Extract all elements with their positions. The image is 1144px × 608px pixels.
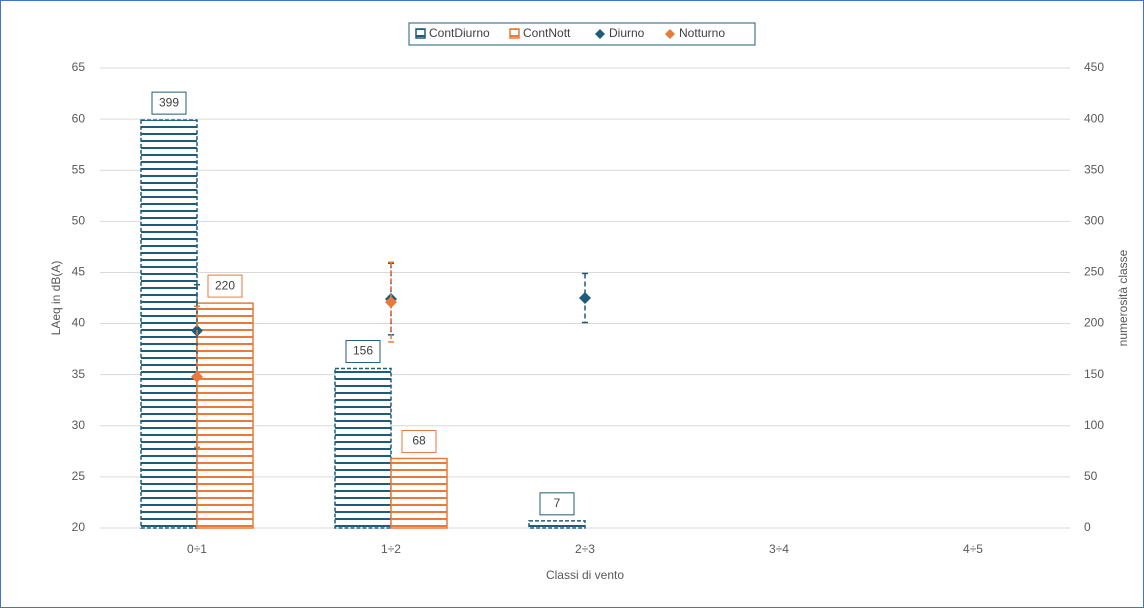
y-tick-label: 65	[72, 60, 86, 74]
x-tick-label: 1÷2	[381, 542, 401, 556]
data-label-box	[151, 91, 187, 115]
y-tick-label: 30	[72, 418, 86, 432]
bar	[390, 457, 448, 529]
y2-tick-label: 0	[1084, 520, 1091, 534]
legend-marker	[595, 29, 605, 39]
y-tick-label: 60	[72, 111, 86, 125]
data-label-box	[207, 274, 243, 298]
x-tick-label: 0÷1	[187, 542, 207, 556]
bar	[140, 119, 198, 529]
y2-tick-label: 400	[1084, 111, 1104, 125]
data-label-box	[539, 492, 575, 516]
point	[191, 370, 203, 383]
data-label-box	[345, 340, 381, 364]
bar	[196, 302, 254, 529]
legend-label: Notturno	[679, 26, 725, 40]
bar	[334, 367, 392, 529]
legend-label: ContNott	[523, 26, 571, 40]
data-label: 220	[215, 278, 235, 292]
point	[579, 292, 591, 304]
legend-marker	[415, 28, 426, 39]
data-label: 399	[159, 95, 179, 109]
y2-tick-label: 100	[1084, 418, 1104, 432]
y-tick-label: 45	[72, 265, 86, 279]
y-tick-label: 35	[72, 367, 86, 381]
data-label: 156	[353, 344, 373, 358]
legend-marker	[665, 29, 675, 39]
y-tick-label: 25	[72, 469, 86, 483]
legend-label: ContDiurno	[429, 26, 490, 40]
legend	[408, 22, 756, 46]
legend-marker	[509, 28, 520, 39]
y-tick-label: 50	[72, 214, 86, 228]
y2-tick-label: 450	[1084, 60, 1104, 74]
y2-tick-label: 50	[1084, 469, 1098, 483]
y-tick-label: 40	[72, 316, 86, 330]
bar	[528, 520, 586, 529]
legend-label: Diurno	[609, 26, 645, 40]
data-label: 68	[412, 434, 426, 448]
y-tick-label: 20	[72, 520, 86, 534]
y2-tick-label: 300	[1084, 214, 1104, 228]
y2-tick-label: 250	[1084, 265, 1104, 279]
point	[385, 296, 397, 309]
x-tick-label: 4÷5	[963, 542, 983, 556]
y2-tick-label: 150	[1084, 367, 1104, 381]
x-tick-label: 2÷3	[575, 542, 595, 556]
data-label-box	[401, 429, 437, 453]
y2-tick-label: 200	[1084, 316, 1104, 330]
y-axis-title: LAeq in dB(A)	[49, 261, 63, 336]
y2-tick-label: 350	[1084, 162, 1104, 176]
data-label: 7	[554, 496, 561, 510]
x-axis-title: Classi di vento	[546, 568, 624, 582]
x-tick-label: 3÷4	[769, 542, 789, 556]
y-tick-label: 55	[72, 162, 86, 176]
y2-axis-title: numerosità classe	[1116, 249, 1130, 346]
